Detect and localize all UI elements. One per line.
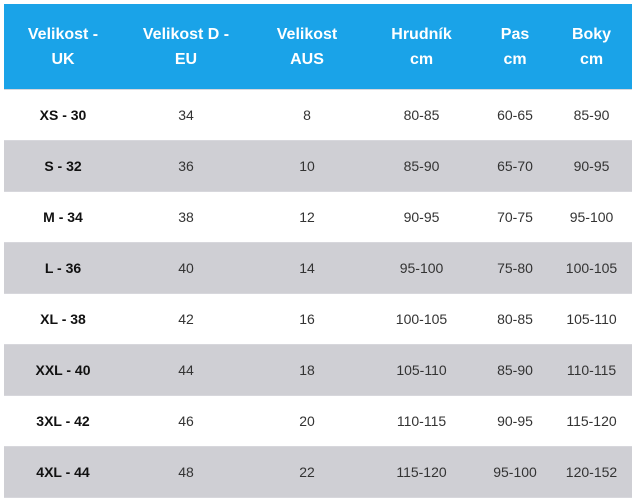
cell-waist: 60-65 <box>479 89 551 141</box>
cell-uk-size: M - 34 <box>4 191 122 243</box>
table-row: M - 34 38 12 90-95 70-75 95-100 <box>4 191 632 243</box>
header-text: AUS <box>290 50 324 68</box>
cell-hips: 90-95 <box>551 140 632 192</box>
cell-chest: 80-85 <box>364 89 479 141</box>
cell-waist: 90-95 <box>479 395 551 447</box>
header-aus-size: Velikost AUS <box>250 4 364 90</box>
header-text: Hrudník <box>391 25 452 43</box>
cell-chest: 110-115 <box>364 395 479 447</box>
cell-chest: 95-100 <box>364 242 479 294</box>
header-eu-size: Velikost D - EU <box>122 4 250 90</box>
cell-eu-size: 38 <box>122 191 250 243</box>
cell-eu-size: 44 <box>122 344 250 396</box>
cell-aus-size: 22 <box>250 446 364 498</box>
cell-aus-size: 8 <box>250 89 364 141</box>
cell-chest: 100-105 <box>364 293 479 345</box>
cell-aus-size: 20 <box>250 395 364 447</box>
header-text: cm <box>579 50 604 68</box>
cell-uk-size: 3XL - 42 <box>4 395 122 447</box>
cell-aus-size: 16 <box>250 293 364 345</box>
cell-waist: 85-90 <box>479 344 551 396</box>
cell-uk-size: XXL - 40 <box>4 344 122 396</box>
cell-aus-size: 12 <box>250 191 364 243</box>
table-row: 4XL - 44 48 22 115-120 95-100 120-152 <box>4 446 632 498</box>
cell-uk-size: S - 32 <box>4 140 122 192</box>
header-text: cm <box>409 50 434 68</box>
header-hips: Boky cm <box>551 4 632 90</box>
header-text: EU <box>174 50 198 68</box>
cell-hips: 100-105 <box>551 242 632 294</box>
cell-waist: 80-85 <box>479 293 551 345</box>
header-text: Velikost - <box>27 25 99 43</box>
cell-waist: 70-75 <box>479 191 551 243</box>
cell-eu-size: 42 <box>122 293 250 345</box>
table-row: 3XL - 42 46 20 110-115 90-95 115-120 <box>4 395 632 447</box>
header-text: Pas <box>500 25 530 43</box>
cell-hips: 85-90 <box>551 89 632 141</box>
cell-chest: 105-110 <box>364 344 479 396</box>
header-chest: Hrudník cm <box>364 4 479 90</box>
cell-hips: 120-152 <box>551 446 632 498</box>
header-uk-size: Velikost - UK <box>4 4 122 90</box>
cell-aus-size: 18 <box>250 344 364 396</box>
header-text: UK <box>51 50 75 68</box>
header-row: Velikost - UK Velikost D - EU Velikost A… <box>4 4 632 90</box>
cell-chest: 90-95 <box>364 191 479 243</box>
size-chart-table: Velikost - UK Velikost D - EU Velikost A… <box>4 4 632 498</box>
cell-aus-size: 14 <box>250 242 364 294</box>
header-text: cm <box>503 50 527 68</box>
cell-hips: 115-120 <box>551 395 632 447</box>
cell-eu-size: 34 <box>122 89 250 141</box>
cell-chest: 85-90 <box>364 140 479 192</box>
table-row: L - 36 40 14 95-100 75-80 100-105 <box>4 242 632 294</box>
table-row: S - 32 36 10 85-90 65-70 90-95 <box>4 140 632 192</box>
cell-hips: 95-100 <box>551 191 632 243</box>
cell-uk-size: L - 36 <box>4 242 122 294</box>
cell-waist: 65-70 <box>479 140 551 192</box>
header-text: Velikost D - <box>142 25 230 43</box>
cell-waist: 75-80 <box>479 242 551 294</box>
table-row: XXL - 40 44 18 105-110 85-90 110-115 <box>4 344 632 396</box>
cell-eu-size: 48 <box>122 446 250 498</box>
cell-uk-size: XS - 30 <box>4 89 122 141</box>
cell-waist: 95-100 <box>479 446 551 498</box>
cell-hips: 110-115 <box>551 344 632 396</box>
cell-hips: 105-110 <box>551 293 632 345</box>
cell-aus-size: 10 <box>250 140 364 192</box>
cell-eu-size: 36 <box>122 140 250 192</box>
table-row: XL - 38 42 16 100-105 80-85 105-110 <box>4 293 632 345</box>
cell-uk-size: 4XL - 44 <box>4 446 122 498</box>
header-text: Velikost <box>276 25 338 43</box>
cell-eu-size: 40 <box>122 242 250 294</box>
table-row: XS - 30 34 8 80-85 60-65 85-90 <box>4 89 632 141</box>
header-waist: Pas cm <box>479 4 551 90</box>
cell-uk-size: XL - 38 <box>4 293 122 345</box>
cell-eu-size: 46 <box>122 395 250 447</box>
header-text: Boky <box>571 25 612 43</box>
cell-chest: 115-120 <box>364 446 479 498</box>
